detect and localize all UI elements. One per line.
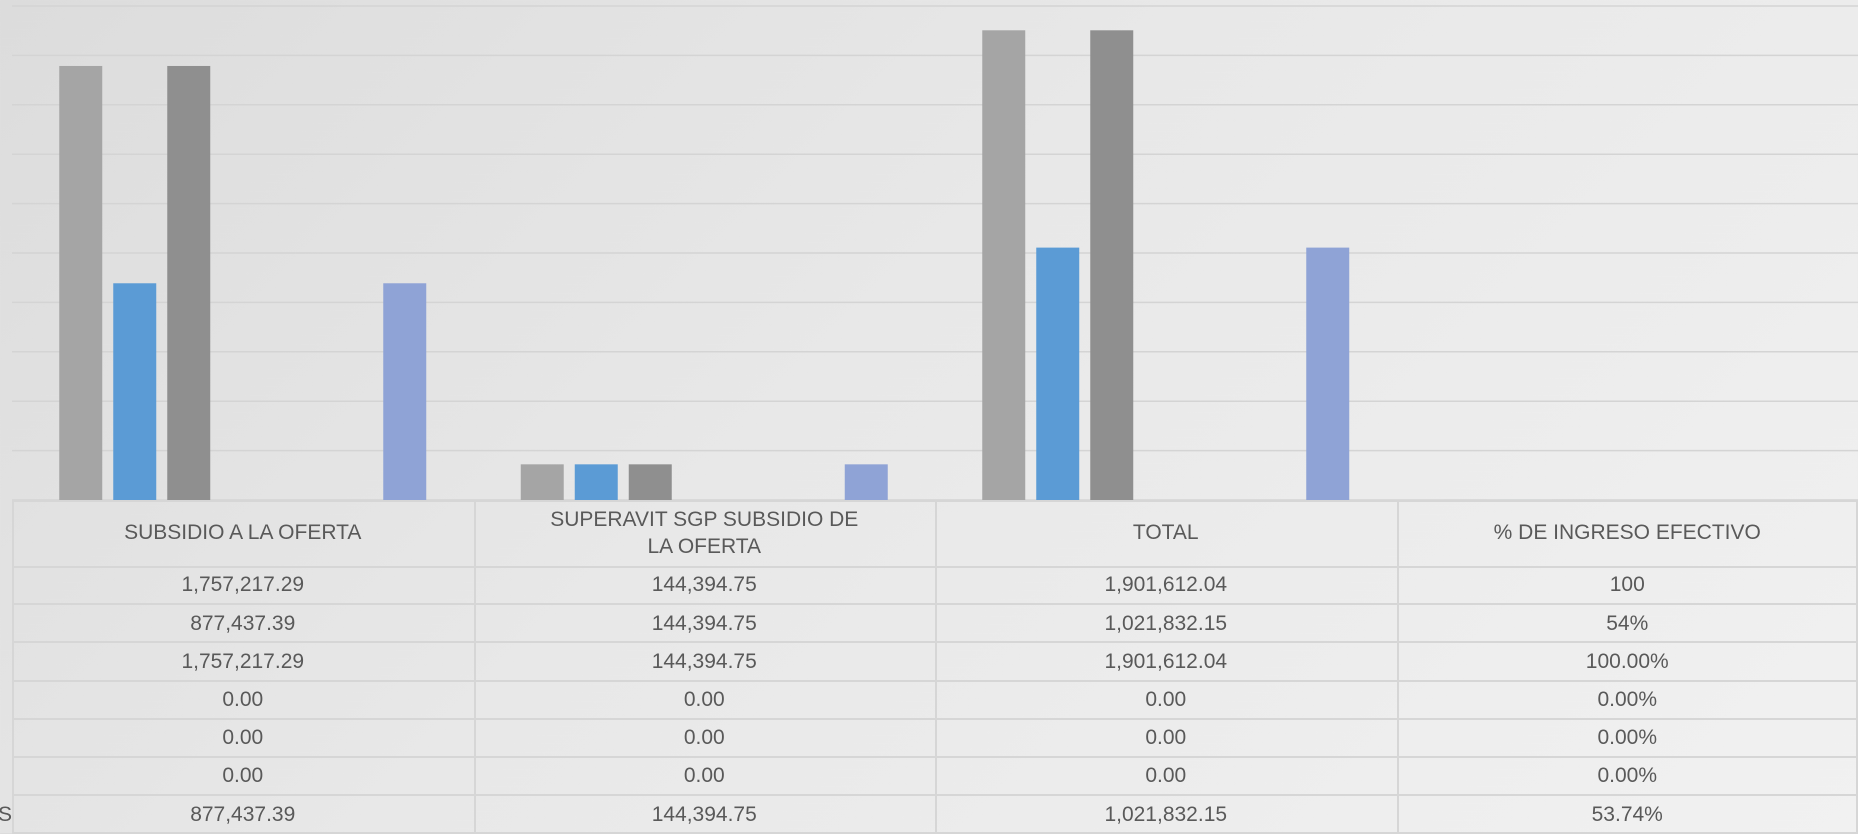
cell-text: 0.00%: [1597, 724, 1657, 751]
bar: [1090, 30, 1133, 500]
cell-text: 1,757,217.29: [181, 648, 304, 675]
bar: [1306, 248, 1349, 500]
cell-text: 1,021,832.15: [1104, 801, 1227, 828]
column-line: [474, 500, 476, 833]
bar: [1036, 248, 1079, 500]
bar: [629, 464, 672, 500]
value-cell: 1,757,217.29: [12, 566, 474, 604]
value-cell: 0.00%: [1397, 681, 1858, 719]
cell-text: 100: [1610, 571, 1645, 598]
value-cell: 0.00: [474, 681, 936, 719]
cell-text: 1,021,832.15: [1104, 610, 1227, 637]
value-cell: 0.00: [935, 719, 1397, 757]
value-cell: 0.00: [12, 757, 474, 795]
cell-text: 877,437.39: [190, 801, 295, 828]
value-cell: 0.00%: [1397, 757, 1858, 795]
column-header: % DE INGRESO EFECTIVO: [1397, 500, 1858, 566]
series-name: S: [0, 795, 12, 833]
value-cell: 0.00: [935, 681, 1397, 719]
bar: [521, 464, 564, 500]
cell-text: 1,901,612.04: [1104, 648, 1227, 675]
bar: [113, 283, 156, 500]
value-cell: 144,394.75: [474, 795, 936, 833]
cell-text: 0.00: [222, 686, 263, 713]
column-header: SUBSIDIO A LA OFERTA: [12, 500, 474, 566]
cell-text: 0.00: [1145, 762, 1186, 789]
cell-text: 0.00: [222, 724, 263, 751]
value-cell: 1,901,612.04: [935, 566, 1397, 604]
value-cell: 54%: [1397, 604, 1858, 642]
cell-text: 1,757,217.29: [181, 571, 304, 598]
value-cell: 100.00%: [1397, 642, 1858, 680]
bar: [167, 66, 210, 500]
value-cell: 53.74%: [1397, 795, 1858, 833]
cell-text: 54%: [1606, 610, 1648, 637]
value-cell: 877,437.39: [12, 604, 474, 642]
value-cell: 1,021,832.15: [935, 604, 1397, 642]
bar: [845, 464, 888, 500]
value-cell: 1,021,832.15: [935, 795, 1397, 833]
cell-text: 0.00%: [1597, 686, 1657, 713]
bar: [982, 30, 1025, 500]
value-cell: 0.00: [474, 719, 936, 757]
chart: [0, 0, 1858, 500]
value-cell: 0.00: [12, 719, 474, 757]
cell-text: SUPERAVIT SGP SUBSIDIO DE LA OFERTA: [539, 506, 869, 561]
value-cell: 0.00: [474, 757, 936, 795]
value-cell: 0.00%: [1397, 719, 1858, 757]
value-cell: 877,437.39: [12, 795, 474, 833]
cell-text: 0.00: [684, 762, 725, 789]
cell-text: 0.00: [684, 724, 725, 751]
value-cell: 1,757,217.29: [12, 642, 474, 680]
cell-text: 0.00: [1145, 724, 1186, 751]
bar: [575, 464, 618, 500]
column-line: [12, 500, 14, 833]
cell-text: % DE INGRESO EFECTIVO: [1494, 519, 1761, 546]
cell-text: TOTAL: [1133, 519, 1199, 546]
value-cell: 100: [1397, 566, 1858, 604]
value-cell: 0.00: [935, 757, 1397, 795]
column-line: [935, 500, 937, 833]
value-cell: 144,394.75: [474, 604, 936, 642]
cell-text: 0.00: [222, 762, 263, 789]
value-cell: 144,394.75: [474, 566, 936, 604]
value-cell: 0.00: [12, 681, 474, 719]
cell-text: 144,394.75: [652, 610, 757, 637]
cell-text: SUBSIDIO A LA OFERTA: [124, 519, 361, 546]
cell-text: S: [0, 801, 12, 828]
cell-text: 0.00: [1145, 686, 1186, 713]
value-cell: 144,394.75: [474, 642, 936, 680]
column-header: TOTAL: [935, 500, 1397, 566]
cell-text: 144,394.75: [652, 648, 757, 675]
bar: [383, 283, 426, 500]
cell-text: 1,901,612.04: [1104, 571, 1227, 598]
cell-text: 53.74%: [1592, 801, 1663, 828]
bar: [59, 66, 102, 500]
value-cell: 1,901,612.04: [935, 642, 1397, 680]
cell-text: 100.00%: [1586, 648, 1669, 675]
cell-text: 144,394.75: [652, 571, 757, 598]
cell-text: 144,394.75: [652, 801, 757, 828]
column-header: SUPERAVIT SGP SUBSIDIO DE LA OFERTA: [474, 500, 936, 566]
cell-text: 877,437.39: [190, 610, 295, 637]
cell-text: 0.00%: [1597, 762, 1657, 789]
column-line: [1397, 500, 1399, 833]
cell-text: 0.00: [684, 686, 725, 713]
